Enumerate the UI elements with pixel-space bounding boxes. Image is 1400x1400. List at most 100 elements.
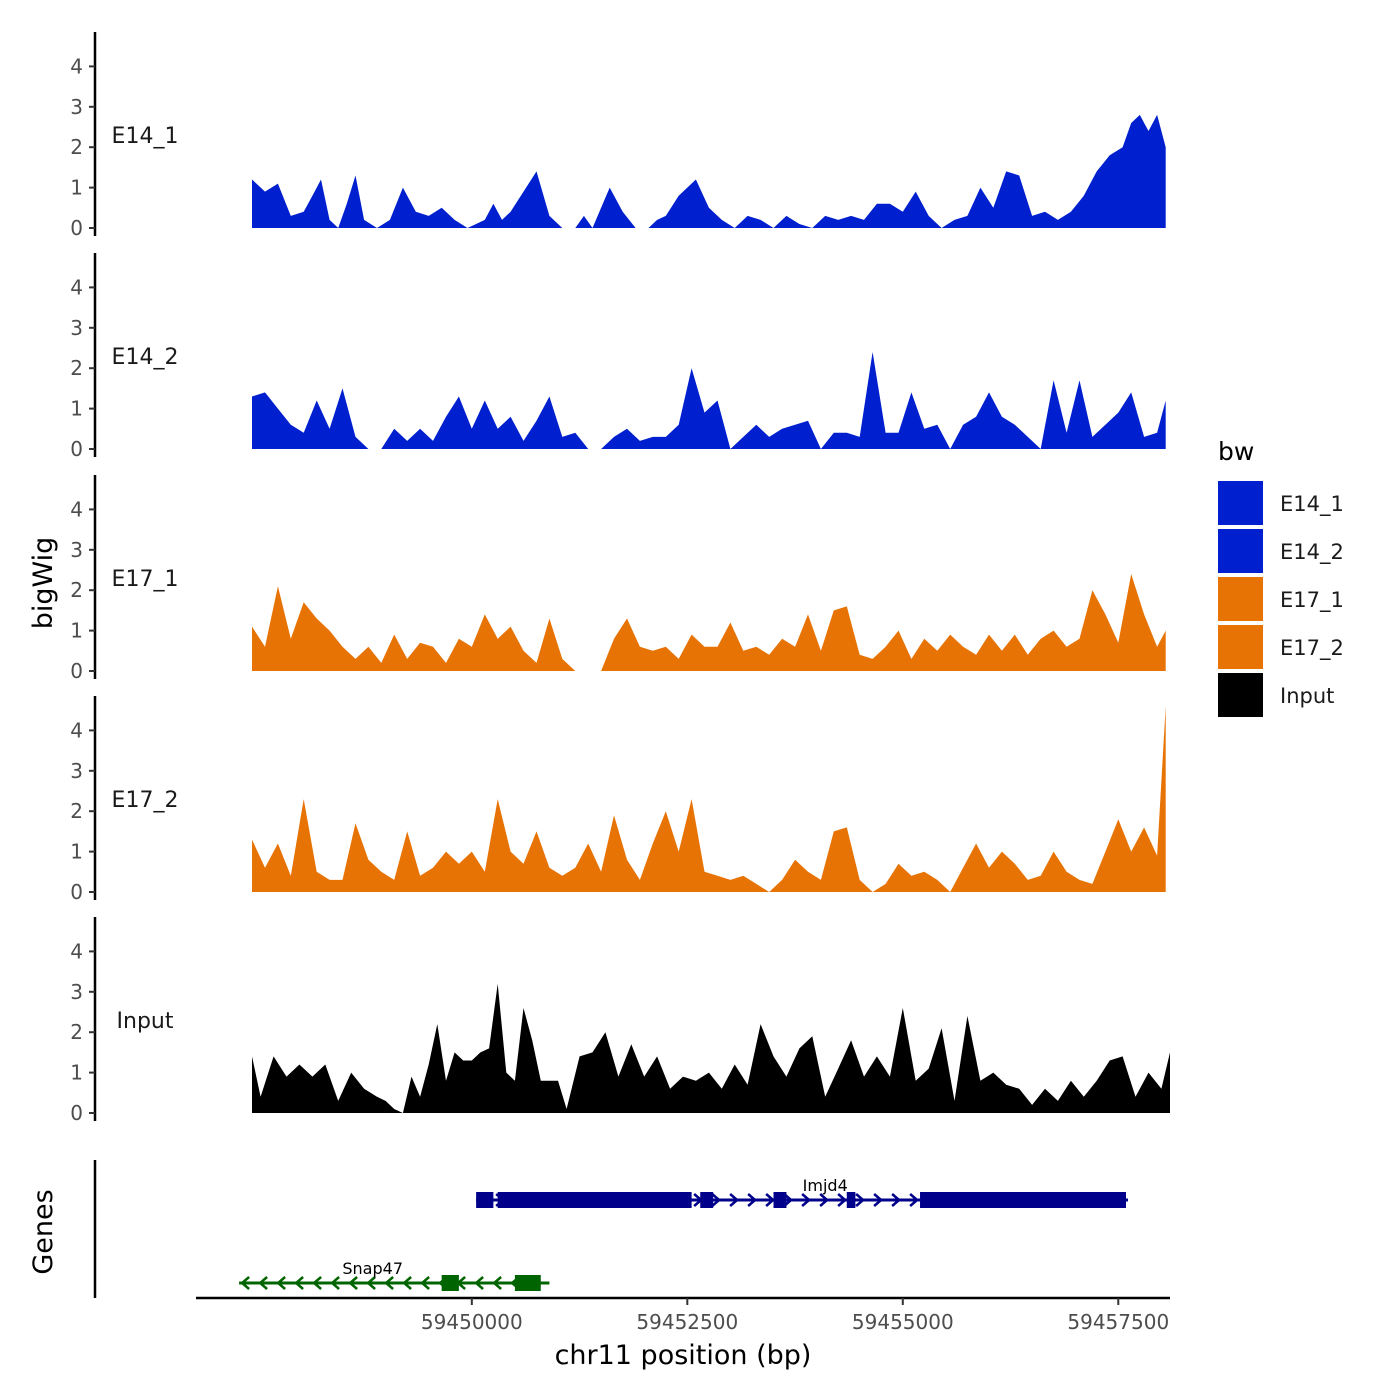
legend-label: E17_1 [1280,588,1344,613]
strand-arrow [348,1276,358,1290]
strand-arrow [711,1193,722,1207]
y-tick-label: 1 [70,176,83,200]
y-tick-label: 0 [70,1101,83,1125]
panel-label: E14_2 [112,345,179,370]
legend: bw E14_1 E14_2 E17_1 E17_2 Input [1218,437,1344,717]
strand-arrow [909,1193,920,1207]
y-tick-label: 3 [70,95,83,119]
strand-arrow [837,1193,848,1207]
strand-arrow [801,1193,812,1207]
strand-arrow [747,1193,758,1207]
coverage-area-e17-2 [252,706,1166,892]
y-tick-label: 3 [70,759,83,783]
genes-axis-title: Genes [28,1189,59,1274]
legend-key-e17-2 [1218,625,1263,669]
y-tick-label: 4 [70,718,83,742]
panel-e14-2: 0 1 2 3 4 E14_2 [70,253,1166,461]
legend-key-e14-2 [1218,529,1263,573]
panel-e17-2: 0 1 2 3 4 E17_2 [70,696,1166,904]
y-tick-label: 0 [70,659,83,683]
panel-label: E17_2 [112,788,179,813]
legend-label: Input [1280,684,1334,708]
panel-label: E17_1 [112,567,179,592]
strand-arrow [492,1276,502,1290]
gene-exon [773,1192,787,1208]
gene-exon [920,1192,1126,1208]
strand-arrow [420,1276,430,1290]
y-tick-label: 4 [70,497,83,521]
strand-arrow [783,1193,794,1207]
strand-arrow [765,1193,776,1207]
coverage-area-input [252,983,1170,1113]
y-tick-label: 3 [70,316,83,340]
strand-arrow [330,1276,340,1290]
gene-exon [476,1192,494,1208]
legend-label: E14_2 [1280,540,1344,565]
y-tick-label: 2 [70,135,83,159]
gene-imjd4: Imjd4 [476,1176,1128,1208]
panel-label: E14_1 [112,124,179,149]
y-tick-label: 4 [70,54,83,78]
y-tick-label: 2 [70,356,83,380]
y-tick-label: 1 [70,840,83,864]
gene-label: Imjd4 [803,1176,848,1195]
y-tick-label: 1 [70,1061,83,1085]
x-tick-label: 59457500 [1067,1310,1169,1334]
legend-title: bw [1218,437,1254,466]
x-axis-title: chr11 position (bp) [555,1340,812,1371]
y-tick-label: 0 [70,880,83,904]
gene-exon [514,1275,541,1291]
coverage-panels: 0 1 2 3 4 E14_1 0 1 2 3 4 E14_2 0 1 2 3 4 E17_1 0 1 2 3 4 E17_2… [70,32,1170,1125]
strand-arrow [819,1193,830,1207]
legend-key-e14-1 [1218,481,1263,525]
y-tick-label: 1 [70,397,83,421]
y-tick-label: 2 [70,578,83,602]
y-tick-label: 3 [70,980,83,1004]
gene-snap47: Snap47 [239,1259,550,1291]
gene-exon [700,1192,714,1208]
panel-label: Input [117,1009,174,1034]
x-tick-label: 59450000 [421,1310,523,1334]
strand-arrow [729,1193,740,1207]
strand-arrow [276,1276,286,1290]
y-tick-label: 0 [70,216,83,240]
strand-arrow [402,1276,412,1290]
y-axis-title: bigWig [28,537,59,630]
y-tick-label: 4 [70,939,83,963]
coverage-area-e14-2 [252,352,1166,449]
strand-arrow [384,1276,394,1290]
gene-exon [441,1275,459,1291]
x-axis: 59450000 59452500 59455000 59457500 [196,1296,1170,1334]
x-tick-label: 59455000 [852,1310,954,1334]
y-tick-label: 4 [70,275,83,299]
y-tick-label: 0 [70,437,83,461]
gene-exon [497,1192,692,1208]
strand-arrow [891,1193,902,1207]
y-tick-label: 1 [70,619,83,643]
genes-track: Imjd4 Snap47 [93,1160,1128,1298]
y-tick-label: 3 [70,538,83,562]
strand-arrow [240,1276,250,1290]
gene-exon [846,1192,856,1208]
strand-arrow [312,1276,322,1290]
gene-label: Snap47 [342,1259,403,1278]
strand-arrow [474,1276,484,1290]
legend-label: E17_2 [1280,636,1344,661]
strand-arrow [855,1193,866,1207]
strand-arrow [366,1276,376,1290]
y-tick-label: 2 [70,1020,83,1044]
strand-arrow [873,1193,884,1207]
strand-arrow [258,1276,268,1290]
x-tick-label: 59452500 [636,1310,738,1334]
legend-key-e17-1 [1218,577,1263,621]
legend-key-input [1218,673,1263,717]
coverage-area-e14-1 [252,114,1166,228]
coverage-area-e17-1 [252,574,1166,671]
panel-e14-1: 0 1 2 3 4 E14_1 [70,32,1166,240]
panel-input: 0 1 2 3 4 Input [70,917,1170,1125]
strand-arrow [294,1276,304,1290]
panel-e17-1: 0 1 2 3 4 E17_1 [70,475,1166,683]
y-tick-label: 2 [70,799,83,823]
legend-label: E14_1 [1280,492,1344,517]
